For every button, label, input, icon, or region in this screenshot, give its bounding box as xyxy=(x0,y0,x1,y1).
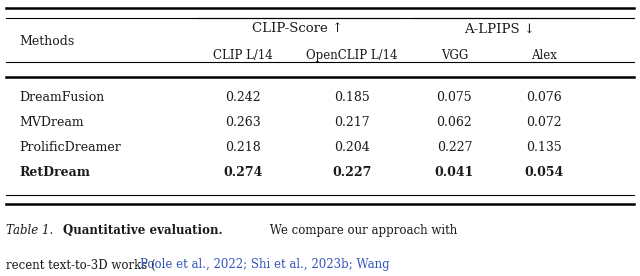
Text: 0.041: 0.041 xyxy=(435,166,474,179)
Text: DreamFusion: DreamFusion xyxy=(19,91,104,105)
Text: MVDream: MVDream xyxy=(19,116,84,129)
Text: 0.204: 0.204 xyxy=(334,141,370,154)
Text: CLIP-Score ↑: CLIP-Score ↑ xyxy=(252,22,343,36)
Text: 0.227: 0.227 xyxy=(436,141,472,154)
Text: 0.075: 0.075 xyxy=(436,91,472,105)
Text: Alex: Alex xyxy=(531,49,557,62)
Text: 0.263: 0.263 xyxy=(225,116,261,129)
Text: Methods: Methods xyxy=(19,35,74,49)
Text: CLIP L/14: CLIP L/14 xyxy=(213,49,273,62)
Text: 0.135: 0.135 xyxy=(526,141,562,154)
Text: RetDream: RetDream xyxy=(19,166,90,179)
Text: We compare our approach with: We compare our approach with xyxy=(266,224,457,237)
Text: 0.217: 0.217 xyxy=(334,116,370,129)
Text: 0.054: 0.054 xyxy=(524,166,564,179)
Text: 0.242: 0.242 xyxy=(225,91,261,105)
Text: recent text-to-3D works (: recent text-to-3D works ( xyxy=(6,258,156,272)
Text: 0.274: 0.274 xyxy=(223,166,263,179)
Text: 0.185: 0.185 xyxy=(334,91,370,105)
Text: 0.062: 0.062 xyxy=(436,116,472,129)
Text: 0.076: 0.076 xyxy=(526,91,562,105)
Text: 0.227: 0.227 xyxy=(332,166,372,179)
Text: 0.072: 0.072 xyxy=(526,116,562,129)
Text: Poole et al., 2022; Shi et al., 2023b; Wang: Poole et al., 2022; Shi et al., 2023b; W… xyxy=(140,258,389,272)
Text: Quantitative evaluation.: Quantitative evaluation. xyxy=(63,224,222,237)
Text: 0.218: 0.218 xyxy=(225,141,261,154)
Text: Table 1.: Table 1. xyxy=(6,224,54,237)
Text: ProlificDreamer: ProlificDreamer xyxy=(19,141,121,154)
Text: VGG: VGG xyxy=(441,49,468,62)
Text: A-LPIPS ↓: A-LPIPS ↓ xyxy=(464,22,534,36)
Text: OpenCLIP L/14: OpenCLIP L/14 xyxy=(307,49,397,62)
